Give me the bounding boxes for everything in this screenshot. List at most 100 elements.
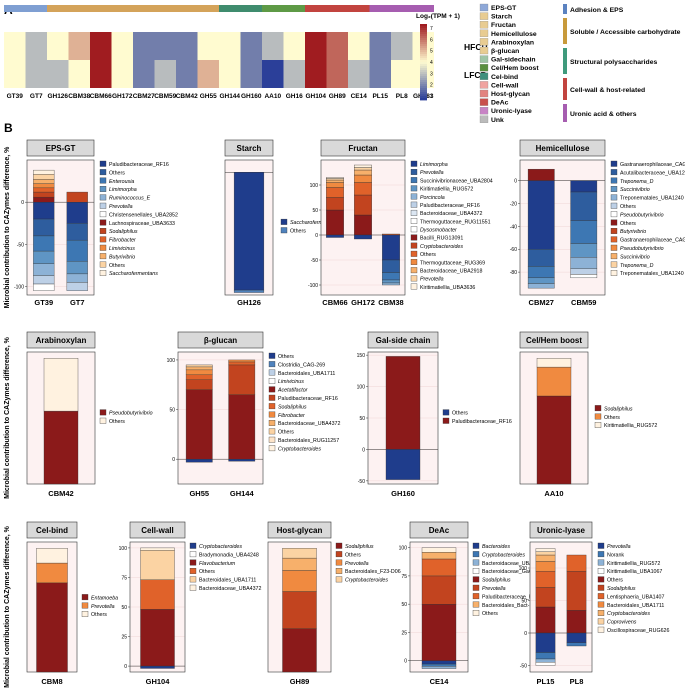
chart-title: Host-glycan — [277, 526, 323, 535]
legend-label: Coprovivens — [607, 620, 637, 626]
bar-segment — [535, 658, 556, 663]
bar-segment — [66, 273, 88, 283]
bar-segment — [326, 197, 344, 211]
chart-header — [367, 331, 439, 349]
bar-segment — [66, 261, 88, 275]
y-tick-label: 50 — [401, 602, 407, 608]
legend-label: Kiritimatiellia_UBA3636 — [420, 285, 475, 291]
legend-swatch — [268, 411, 276, 418]
y-tick-label: -40 — [510, 224, 517, 230]
y-tick-label: 100 — [357, 385, 366, 391]
colorbar-step — [420, 86, 427, 89]
bar-segment — [570, 274, 598, 279]
heatmap-col-label: GH126 — [47, 93, 68, 100]
colorbar-step — [420, 80, 427, 83]
legend-swatch — [610, 186, 618, 192]
y-tick-label: -20 — [510, 201, 517, 207]
group-bar — [563, 78, 567, 100]
x-category-label: CBM27 — [529, 298, 554, 307]
y-tick-label: 50 — [121, 605, 127, 611]
bar-segment — [566, 642, 587, 647]
category-label: Cel-bind — [491, 74, 518, 81]
legend-label: Prevotella — [420, 170, 444, 176]
legend-swatch — [280, 227, 288, 234]
legend-swatch — [189, 576, 197, 583]
legend-label: Pseudobutyrivibrio — [620, 246, 664, 252]
legend-swatch — [410, 160, 418, 167]
legend-swatch — [610, 202, 618, 209]
heatmap-col-label: GH172 — [112, 93, 133, 100]
heatmap-cell — [262, 60, 284, 88]
bar-segment — [570, 220, 598, 244]
chart-header — [519, 331, 589, 349]
legend-label: Bacteroidaceae_Ga6A1 — [482, 569, 538, 575]
legend-swatch — [268, 369, 276, 376]
legend-label: Succinivibrionaceae_UBA2804 — [420, 178, 493, 184]
heatmap-cell — [154, 32, 176, 60]
colorbar-tick: 7 — [430, 26, 433, 32]
y-tick-label: 25 — [401, 630, 407, 636]
bar-segment — [326, 209, 344, 236]
bar-segment — [354, 214, 372, 236]
heatmap-col-label: CE14 — [351, 93, 368, 100]
y-tick-label: 100 — [119, 546, 128, 552]
legend-swatch — [99, 177, 107, 184]
legend-label: Clostridia_CAG-269 — [278, 362, 325, 368]
y-tick-label: 0 — [404, 659, 407, 665]
bar-segment — [527, 283, 555, 289]
chart-title: Starch — [237, 144, 262, 153]
legend-swatch — [99, 211, 107, 218]
legend-swatch — [410, 193, 418, 200]
legend-label: Bacteroidales_Bact-11 — [482, 603, 535, 609]
legend-swatch — [610, 211, 618, 218]
legend-label: Limivicinus — [278, 379, 304, 385]
heatmap-col-label: GT39 — [7, 93, 24, 100]
legend-label: Prevotella — [109, 204, 133, 210]
x-category-label: CE14 — [430, 677, 450, 686]
bar-segment — [33, 250, 55, 264]
bar-segment — [33, 263, 55, 276]
x-category-label: CBM42 — [48, 489, 73, 498]
legend-swatch — [597, 584, 605, 591]
legend-swatch — [99, 202, 107, 209]
legend-label: Others — [91, 612, 107, 618]
chart-cell-wall: Cell-wall 0 25 50 75 100 GH104 Cryptobacteroide… — [119, 521, 261, 686]
chart-title: Fructan — [348, 144, 377, 153]
y-tick-label: -50 — [17, 242, 24, 248]
bar-segment — [33, 196, 55, 203]
y-tick-label: 50 — [521, 599, 527, 605]
y-tick-label: -80 — [510, 270, 517, 276]
bar-segment — [66, 239, 88, 262]
bar-segment — [326, 187, 344, 198]
legend-swatch — [81, 594, 89, 601]
bar-segment — [140, 579, 175, 610]
bar-segment — [527, 266, 555, 279]
heatmap-cell — [219, 60, 241, 88]
colorbar-tick: 2 — [430, 83, 433, 89]
colorbar-step — [420, 30, 427, 33]
bar-segment — [185, 366, 213, 371]
colorbar-title: Log₂(TPM + 1) — [416, 13, 460, 20]
category-label: DeAc — [491, 100, 509, 107]
legend-swatch — [597, 626, 605, 633]
group-label: Uronic acid & others — [570, 111, 637, 118]
x-category-label: GT39 — [34, 298, 53, 307]
bar-segment — [421, 663, 457, 667]
legend-label: Others — [620, 221, 636, 227]
legend-swatch — [410, 267, 418, 274]
category-swatch — [479, 38, 489, 46]
legend-label: Enterousia — [109, 179, 134, 185]
heatmap-col-label: GH16 — [286, 93, 303, 100]
chart-header — [409, 521, 469, 539]
legend-swatch — [610, 194, 618, 201]
heatmap-cell — [133, 60, 155, 88]
colorbar-step — [420, 26, 427, 29]
legend-label: Dysosmobacter — [420, 228, 457, 234]
bar-segment — [233, 172, 265, 291]
bar-segment — [570, 191, 598, 221]
x-category-label: GH160 — [391, 489, 415, 498]
bar-segment — [33, 235, 55, 252]
y-axis-label: Microbial contribution to CAZymes differ… — [4, 146, 11, 309]
colorbar-step — [420, 70, 427, 73]
x-category-label: GH144 — [230, 489, 255, 498]
